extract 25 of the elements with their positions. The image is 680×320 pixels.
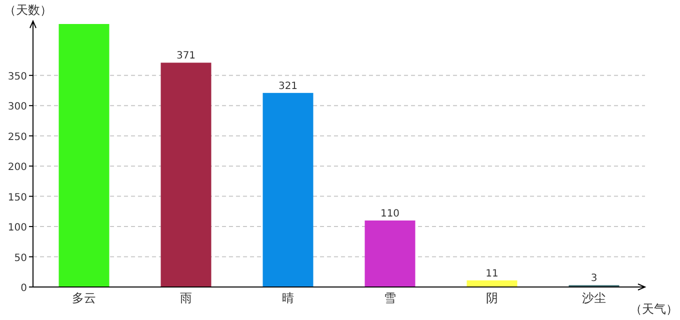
x-tick-label: 多云 [72,291,96,305]
x-tick-label: 雪 [384,291,396,305]
x-tick-label: 晴 [282,291,294,305]
bar [364,220,416,287]
data-label: 11 [486,268,498,280]
y-tick-label: 350 [8,71,27,82]
x-tick-label: 雨 [180,291,192,305]
y-axis-title: （天数） [4,3,52,17]
bar [160,62,212,287]
bar [58,24,110,287]
y-tick-label: 200 [8,162,27,174]
x-tick-label: 沙尘 [582,291,606,305]
data-label: 321 [278,80,298,92]
data-label: 3 [590,273,598,284]
x-axis-title: （天气） [630,302,678,316]
data-label: 110 [380,208,400,220]
bar [262,92,314,287]
y-tick-label: 0 [20,283,27,294]
y-tick-label: 250 [8,132,27,143]
y-tick-label: 50 [14,252,27,264]
y-tick-label: 100 [8,222,27,234]
y-tick-label: 300 [8,102,27,113]
data-label: 371 [176,50,196,62]
x-tick-label: 阴 [486,291,498,305]
y-tick-label: 150 [8,192,27,204]
